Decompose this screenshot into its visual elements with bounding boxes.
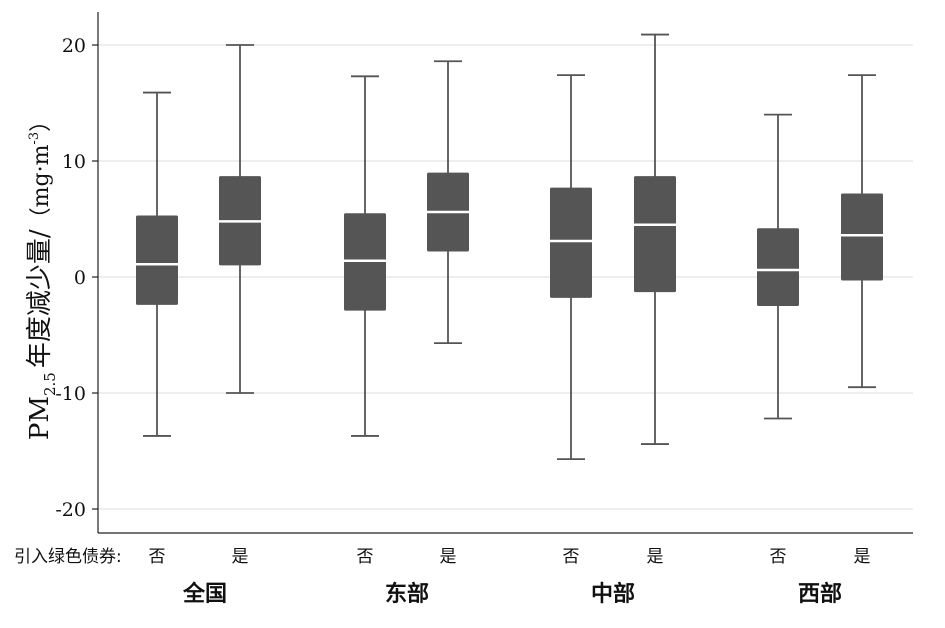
category-label: 是 [854, 547, 871, 567]
category-label: 是 [647, 547, 664, 567]
box-4 [841, 74, 883, 389]
y-tick-label: -10 [55, 383, 86, 405]
box-1 [219, 44, 261, 394]
category-label: 否 [770, 547, 787, 567]
y-tick-label: 0 [74, 267, 86, 289]
y-label-main: PM [25, 396, 55, 440]
category-label: 是 [232, 547, 249, 567]
iqr-box [136, 215, 178, 305]
y-tick-label: 20 [62, 35, 86, 57]
svg-text:PM2.5年度减少量/（mg·m-3）: PM2.5 年度减少量/（mg·m-3） [25, 110, 59, 440]
box-layer [136, 33, 883, 461]
y-label-subscript: 2.5 [41, 372, 59, 396]
category-label: 否 [563, 547, 580, 567]
x-label-layer: 引入绿色债券: 否是全国否 是东部否 是中部否 是西部 [14, 547, 871, 607]
box-4 [757, 113, 799, 420]
category-label: 是 [440, 547, 457, 567]
y-axis-label: PM2.5 年度减少量/（mg·m-3） [25, 110, 59, 440]
x-prefix-label: 引入绿色债券: [14, 547, 122, 567]
axis-layer [97, 12, 913, 534]
category-label: 否 [149, 547, 166, 567]
group-label: 全国 [182, 581, 227, 607]
box-3 [634, 33, 676, 445]
y-label-unit-open: （mg·m [29, 144, 54, 229]
group-label: 中部 [591, 581, 635, 607]
y-label-cn: 年度减少量/ [25, 229, 55, 368]
box-1 [136, 91, 178, 437]
iqr-box [757, 228, 799, 306]
iqr-box [634, 176, 676, 293]
group-label: 东部 [385, 581, 429, 607]
y-tick-layer: 20 10 0 -10 -20 [55, 35, 98, 521]
box-2 [427, 60, 469, 345]
iqr-box [841, 193, 883, 281]
iqr-box [550, 187, 592, 298]
y-label-unit-superscript: -3 [27, 132, 42, 145]
y-label-unit-close: ） [29, 110, 54, 132]
box-2 [344, 75, 386, 437]
y-tick-label: 10 [62, 151, 86, 173]
y-tick-label: -20 [55, 499, 86, 521]
group-label: 西部 [798, 581, 842, 607]
category-label: 否 [357, 547, 374, 567]
box-3 [550, 74, 592, 461]
